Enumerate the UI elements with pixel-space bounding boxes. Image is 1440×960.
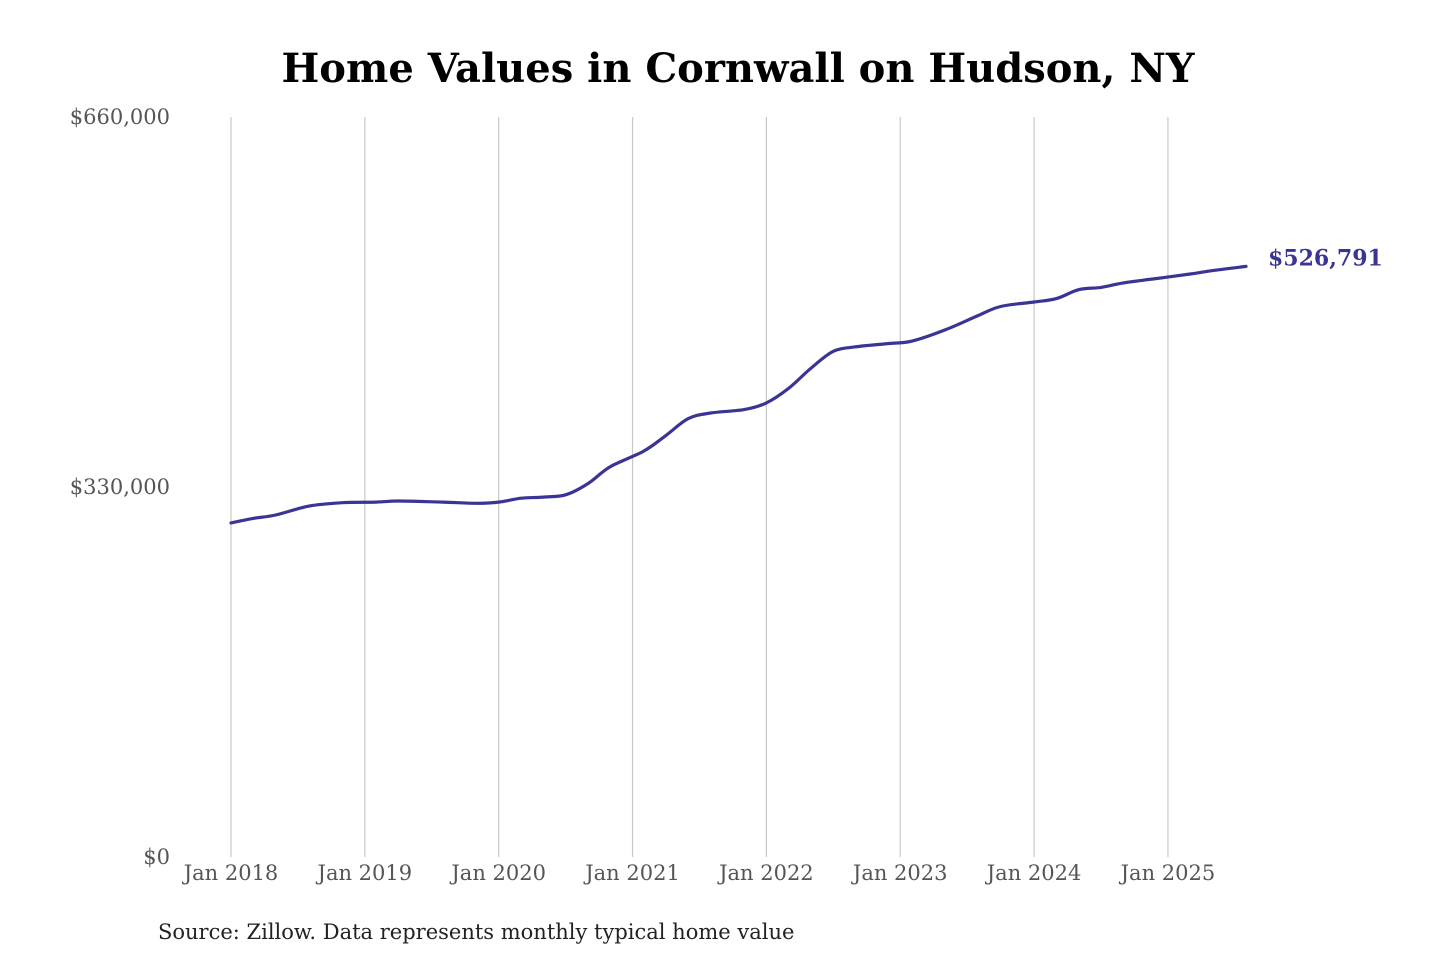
- x-tick-label: Jan 2020: [449, 861, 546, 885]
- x-tick-label: Jan 2025: [1119, 861, 1216, 885]
- x-axis-tick-labels: Jan 2018 Jan 2019 Jan 2020 Jan 2021 Jan 2022…: [182, 861, 1216, 885]
- series-end-value-label: $526,791: [1268, 245, 1383, 271]
- vertical-gridlines: [230, 117, 1169, 857]
- y-tick-label: $330,000: [70, 475, 170, 499]
- x-tick-label: Jan 2019: [316, 861, 413, 885]
- x-tick-label: Jan 2021: [583, 861, 680, 885]
- x-tick-label: Jan 2022: [717, 861, 814, 885]
- home-value-series-line: [229, 264, 1248, 525]
- x-tick-label: Jan 2018: [182, 861, 279, 885]
- source-note: Source: Zillow. Data represents monthly …: [158, 920, 794, 944]
- y-axis-tick-labels: $0 $330,000 $660,000: [70, 105, 170, 869]
- chart-title: Home Values in Cornwall on Hudson, NY: [282, 45, 1195, 92]
- y-tick-label: $660,000: [70, 105, 170, 129]
- y-tick-label: $0: [143, 845, 170, 869]
- x-tick-label: Jan 2024: [985, 861, 1082, 885]
- x-tick-label: Jan 2023: [851, 861, 948, 885]
